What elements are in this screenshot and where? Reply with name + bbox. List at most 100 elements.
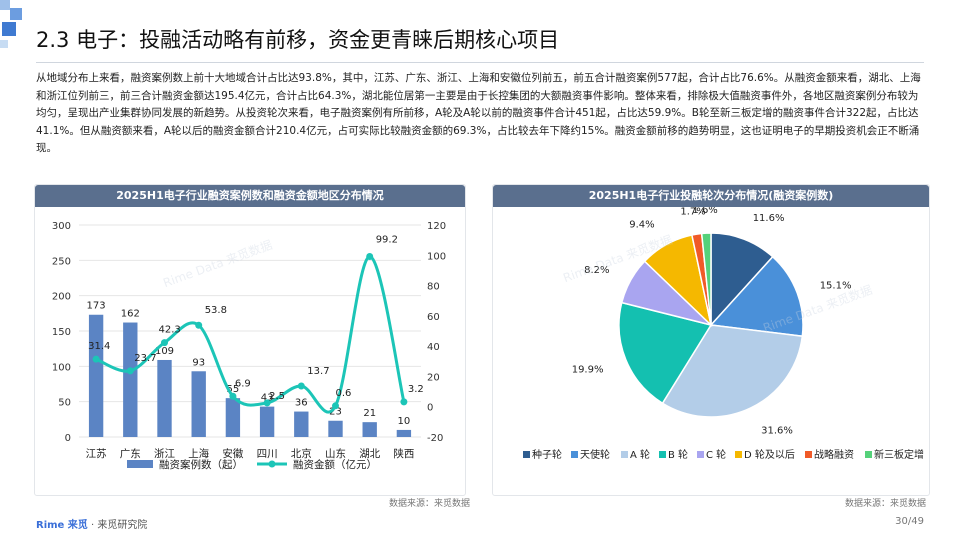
x-tick-label: 四川 (257, 448, 278, 460)
y-left-tick-label: 300 (52, 221, 71, 232)
bar (123, 322, 138, 437)
pie-slice-label: 1.6% (692, 207, 717, 216)
brand-subtitle: · 来觅研究院 (87, 520, 148, 531)
x-tick-label: 湖北 (359, 448, 380, 460)
legend-label: 新三板定增 (874, 448, 924, 461)
y-left-tick-label: 200 (52, 292, 71, 303)
line-data-label: 13.7 (307, 366, 329, 377)
line-data-label: 3.2 (408, 384, 424, 395)
y-right-tick-label: 60 (427, 312, 440, 323)
summary-paragraph: 从地域分布上来看，融资案例数上前十大地域合计占比达93.8%，其中，江苏、广东、… (36, 72, 921, 154)
amount-point (92, 355, 100, 363)
bar-data-label: 10 (398, 416, 411, 427)
pie-chart-title: 2025H1电子行业投融轮次分布情况(融资案例数) (493, 185, 929, 207)
legend-swatch (621, 451, 628, 458)
legend-label: C 轮 (706, 448, 726, 461)
y-right-tick-label: 80 (427, 282, 440, 293)
y-right-tick-label: 0 (427, 403, 433, 414)
bar-data-label: 43 (261, 393, 274, 404)
line-data-label: 0.6 (336, 388, 352, 399)
bar-data-label: 36 (295, 398, 308, 409)
y-left-tick-label: 0 (65, 433, 71, 444)
legend-swatch (697, 451, 704, 458)
legend-label: A 轮 (630, 448, 650, 461)
legend-swatch (571, 451, 578, 458)
amount-point (400, 398, 408, 406)
legend-swatch (805, 451, 812, 458)
legend-label-line: 融资金额（亿元） (293, 458, 377, 471)
pie-chart-panel: 2025H1电子行业投融轮次分布情况(融资案例数) 11.6% 15.1% 31.6… (492, 184, 930, 496)
legend-swatch-line-marker (268, 460, 276, 468)
x-tick-label: 山东 (325, 447, 346, 460)
y-right-tick-label: 100 (427, 251, 446, 262)
bar-data-label: 109 (155, 346, 174, 357)
legend-label: B 轮 (668, 448, 688, 461)
bar-line-chart: 0 50 100 150 200 250 300 -20 0 20 40 60 80 100 120 173 1… (52, 221, 446, 471)
page-title: 2.3 电子：投融活动略有前移，资金更青睐后期核心项目 (36, 28, 560, 52)
legend-swatch (865, 451, 872, 458)
x-tick-label: 北京 (291, 447, 312, 460)
bar-data-label: 162 (121, 309, 140, 320)
x-tick-label: 江苏 (86, 447, 107, 460)
legend-swatch (735, 451, 742, 458)
pie-slice-label: 1.7% (680, 207, 705, 217)
line-data-label: 53.8 (205, 305, 227, 316)
line-data-label: 42.3 (159, 325, 181, 336)
source-note-right: 数据来源：来觅数据 (845, 499, 927, 509)
bar (396, 429, 412, 437)
bar-data-label: 173 (87, 301, 106, 312)
bar (259, 406, 275, 437)
pie-slice-label: 15.1% (820, 281, 852, 292)
bar (88, 314, 104, 437)
amount-point (161, 339, 168, 347)
bar (362, 422, 377, 437)
pie-slice (618, 301, 713, 405)
bar (328, 420, 343, 437)
y-left-tick-label: 150 (52, 327, 71, 338)
line-data-label: 31.4 (88, 341, 110, 352)
amount-point (332, 402, 339, 410)
y-right-tick-label: 20 (427, 372, 440, 383)
pie-slice-label: 19.9% (572, 365, 604, 376)
legend-swatch (523, 451, 530, 458)
legend-swatch (659, 451, 666, 458)
bar-data-label: 23 (329, 407, 342, 418)
legend-label: D 轮及以后 (744, 448, 795, 461)
amount-point (263, 399, 271, 407)
x-tick-label: 上海 (188, 447, 209, 460)
title-divider (36, 62, 924, 63)
bar (294, 411, 309, 437)
x-tick-label: 浙江 (154, 448, 175, 460)
y-left-tick-label: 50 (58, 398, 71, 409)
amount-point (366, 252, 374, 260)
y-right-tick-label: 120 (427, 221, 446, 232)
bar-line-chart-panel: 2025H1电子行业融资案例数和融资金额地区分布情况 0 50 100 150 200 2… (34, 184, 466, 496)
legend-label: 天使轮 (580, 448, 610, 461)
line-data-label: 6.9 (235, 378, 251, 389)
x-tick-label: 广东 (120, 447, 141, 460)
y-right-tick-label: -20 (427, 433, 443, 444)
pie-slice (709, 255, 804, 338)
x-tick-label: 安徽 (222, 447, 243, 460)
bar (191, 371, 206, 437)
bar (225, 398, 241, 437)
bar-data-label: 55 (227, 384, 240, 395)
amount-point (229, 392, 237, 400)
y-left-tick-label: 100 (52, 362, 71, 373)
pie-slice-label: 9.4% (629, 220, 654, 231)
legend-label: 种子轮 (532, 448, 562, 461)
line-data-label: 99.2 (376, 234, 398, 245)
pie-slice-label: 8.2% (584, 265, 609, 276)
x-tick-label: 陕西 (393, 447, 414, 460)
pie-slice-label: 31.6% (761, 426, 793, 437)
corner-decoration (0, 0, 22, 48)
bar-line-chart-title: 2025H1电子行业融资案例数和融资金额地区分布情况 (35, 185, 465, 207)
bar-data-label: 93 (192, 357, 205, 368)
y-right-tick-label: 40 (427, 342, 440, 353)
amount-point (297, 382, 305, 390)
amount-point (126, 367, 134, 375)
legend-swatch-bars (127, 460, 153, 468)
pie-chart: 11.6% 15.1% 31.6% 19.9% 8.2% 9.4% 1.7%1.6% 种子轮 天… (523, 207, 924, 461)
brand-logo-text: Rime 来觅 (36, 520, 88, 531)
pie-slice-label: 11.6% (753, 213, 785, 224)
